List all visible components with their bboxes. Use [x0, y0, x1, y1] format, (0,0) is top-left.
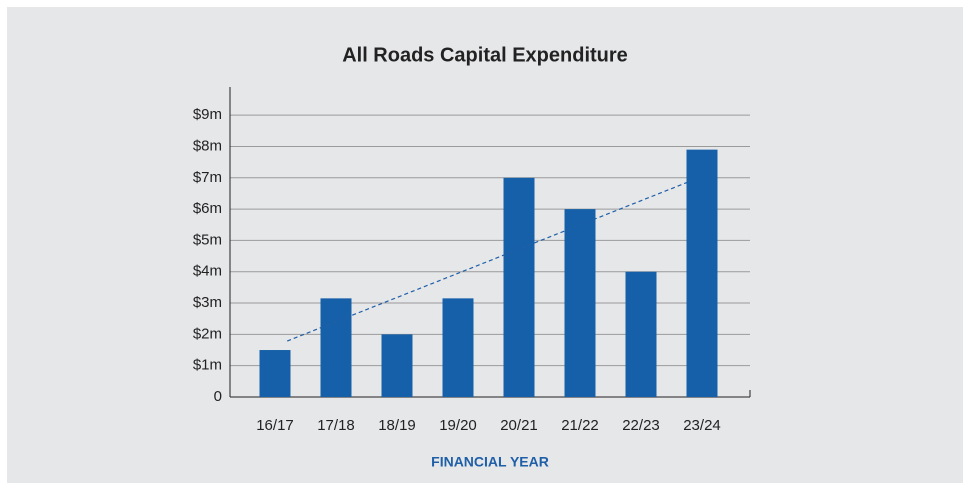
- x-tick-label: 19/20: [439, 417, 477, 434]
- bar: [320, 298, 352, 397]
- y-tick-label: $7m: [193, 169, 222, 186]
- bar: [442, 298, 474, 397]
- y-tick-label: $6m: [193, 200, 222, 217]
- bar: [381, 334, 413, 397]
- y-tick-label: $9m: [193, 106, 222, 123]
- x-tick-label: 21/22: [561, 417, 599, 434]
- x-tick-label: 17/18: [317, 417, 355, 434]
- y-tick-label: $3m: [193, 294, 222, 311]
- y-tick-label: 0: [214, 388, 222, 405]
- y-tick-label: $5m: [193, 231, 222, 248]
- y-tick-label: $8m: [193, 137, 222, 154]
- y-tick-label: $1m: [193, 357, 222, 374]
- x-axis-label: FINANCIAL YEAR: [431, 454, 549, 470]
- x-tick-label: 18/19: [378, 417, 416, 434]
- panel: [7, 7, 963, 483]
- y-tick-label: $4m: [193, 263, 222, 280]
- bar: [564, 209, 596, 397]
- trend-line: [286, 181, 687, 342]
- bar: [259, 350, 291, 397]
- bar: [686, 149, 718, 397]
- bar: [625, 271, 657, 397]
- y-tick-label: $2m: [193, 325, 222, 342]
- bar: [503, 177, 535, 397]
- x-tick-label: 20/21: [500, 417, 538, 434]
- x-tick-label: 23/24: [683, 417, 721, 434]
- chart-title: All Roads Capital Expenditure: [342, 44, 628, 66]
- x-tick-label: 22/23: [622, 417, 660, 434]
- x-tick-label: 16/17: [256, 417, 294, 434]
